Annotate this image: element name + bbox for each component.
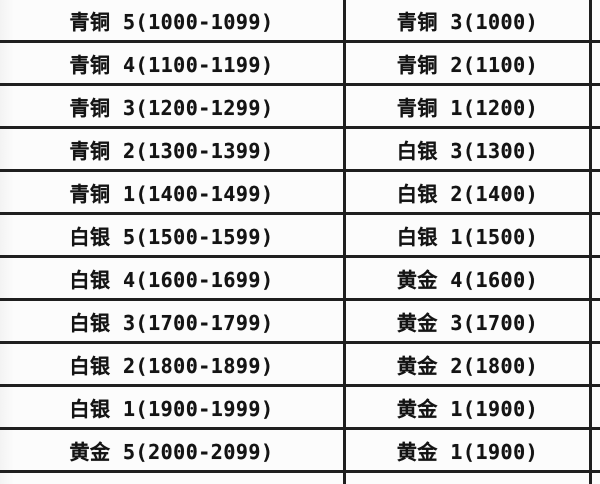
- tier-new-label: 白银 3(1300): [396, 138, 539, 163]
- tier-old-cell: 白银 4(1600-1699): [0, 258, 346, 298]
- tier-old-label: 青铜 1(1400-1499): [69, 181, 274, 206]
- table-row: 白银 3(1700-1799) 黄金 3(1700): [0, 301, 600, 344]
- table-row: 青铜 4(1100-1199) 青铜 2(1100): [0, 43, 600, 86]
- tier-old-label: 白银 4(1600-1699): [69, 267, 274, 292]
- tier-old-label: 青铜 5(1000-1099): [69, 9, 274, 34]
- tier-old-cell: 黄金 5(2000-2099): [0, 430, 346, 470]
- tier-old-cell: 青铜 4(1100-1199): [0, 43, 346, 83]
- tier-new-label: 青铜 2(1100): [396, 52, 539, 77]
- table-row-partial: [0, 473, 600, 484]
- tier-new-cell: 黄金 1(1900): [346, 387, 592, 427]
- tier-old-label: 青铜 2(1300-1399): [69, 138, 274, 163]
- tier-new-label: 黄金 1(1900): [396, 439, 539, 464]
- rank-table-body: 青铜 5(1000-1099) 青铜 3(1000) 青铜 4(1100-119…: [0, 0, 600, 473]
- tier-old-cell: [0, 473, 346, 484]
- table-row: 白银 1(1900-1999) 黄金 1(1900): [0, 387, 600, 430]
- table-row: 青铜 2(1300-1399) 白银 3(1300): [0, 129, 600, 172]
- tier-old-cell: 白银 5(1500-1599): [0, 215, 346, 255]
- tier-old-cell: 白银 2(1800-1899): [0, 344, 346, 384]
- tier-old-label: 白银 5(1500-1599): [69, 224, 274, 249]
- table-row: 黄金 5(2000-2099) 黄金 1(1900): [0, 430, 600, 473]
- tier-old-label: 青铜 4(1100-1199): [69, 52, 274, 77]
- tier-new-label: 黄金 1(1900): [396, 396, 539, 421]
- tier-new-cell: [346, 473, 592, 484]
- tier-new-label: 青铜 1(1200): [396, 95, 539, 120]
- tier-old-label: 白银 1(1900-1999): [69, 396, 274, 421]
- tier-new-cell: 青铜 3(1000): [346, 0, 592, 40]
- table-row: 青铜 5(1000-1099) 青铜 3(1000): [0, 0, 600, 43]
- tier-new-cell: 黄金 2(1800): [346, 344, 592, 384]
- tier-new-cell: 黄金 4(1600): [346, 258, 592, 298]
- tier-new-cell: 白银 3(1300): [346, 129, 592, 169]
- table-row: 白银 5(1500-1599) 白银 1(1500): [0, 215, 600, 258]
- tier-new-label: 黄金 2(1800): [396, 353, 539, 378]
- tier-old-label: 白银 2(1800-1899): [69, 353, 274, 378]
- tier-old-cell: 白银 1(1900-1999): [0, 387, 346, 427]
- tier-new-label: 白银 2(1400): [396, 181, 539, 206]
- tier-new-cell: 黄金 3(1700): [346, 301, 592, 341]
- tier-old-cell: 青铜 3(1200-1299): [0, 86, 346, 126]
- tier-new-cell: 青铜 2(1100): [346, 43, 592, 83]
- tier-new-label: 白银 1(1500): [396, 224, 539, 249]
- tier-new-cell: 白银 2(1400): [346, 172, 592, 212]
- table-row: 青铜 3(1200-1299) 青铜 1(1200): [0, 86, 600, 129]
- tier-new-cell: 白银 1(1500): [346, 215, 592, 255]
- tier-new-cell: 黄金 1(1900): [346, 430, 592, 470]
- table-row: 白银 2(1800-1899) 黄金 2(1800): [0, 344, 600, 387]
- tier-new-label: 黄金 3(1700): [396, 310, 539, 335]
- tier-old-label: 黄金 5(2000-2099): [69, 439, 274, 464]
- tier-new-label: 青铜 3(1000): [396, 9, 539, 34]
- tier-old-label: 白银 3(1700-1799): [69, 310, 274, 335]
- table-row: 白银 4(1600-1699) 黄金 4(1600): [0, 258, 600, 301]
- tier-old-cell: 青铜 5(1000-1099): [0, 0, 346, 40]
- tier-new-label: 黄金 4(1600): [396, 267, 539, 292]
- tier-new-cell: 青铜 1(1200): [346, 86, 592, 126]
- tier-old-cell: 白银 3(1700-1799): [0, 301, 346, 341]
- tier-old-cell: 青铜 1(1400-1499): [0, 172, 346, 212]
- table-row: 青铜 1(1400-1499) 白银 2(1400): [0, 172, 600, 215]
- tier-old-cell: 青铜 2(1300-1399): [0, 129, 346, 169]
- tier-old-label: 青铜 3(1200-1299): [69, 95, 274, 120]
